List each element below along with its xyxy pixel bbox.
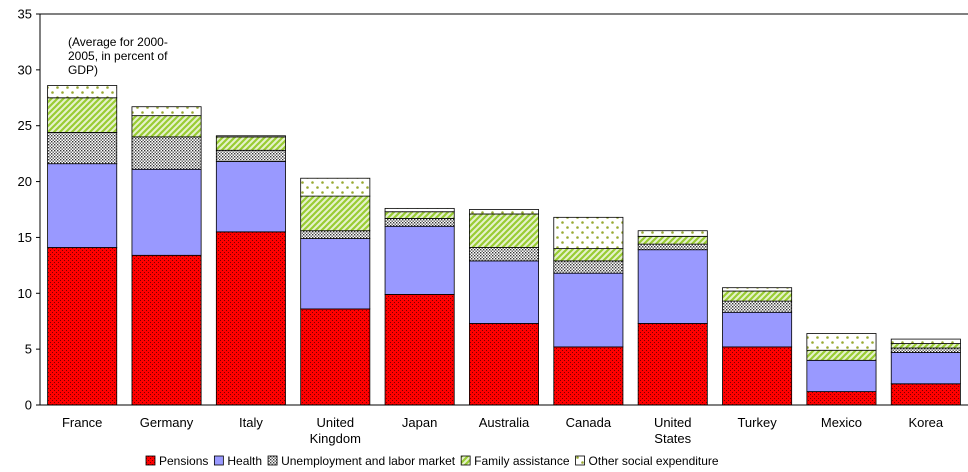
y-tick-label: 20 xyxy=(18,174,32,189)
legend: Pensions Health Unemployment and labor mar… xyxy=(145,454,719,468)
legend-label-family-assistance: Family assistance xyxy=(474,454,570,468)
bars-layer xyxy=(47,85,961,406)
y-tick-label: 35 xyxy=(18,7,32,22)
bar-segment-health xyxy=(806,359,877,392)
bar-segment-pensions xyxy=(215,231,286,406)
bar-segment-unemployment-and-labor-market xyxy=(300,230,371,239)
bar-segment-unemployment-and-labor-market xyxy=(637,243,708,251)
x-category-label: United Kingdom xyxy=(310,415,361,446)
bar-segment-family-assistance xyxy=(722,290,793,302)
chart-annotation: (Average for 2000-2005, in percent of GDP… xyxy=(68,35,168,77)
x-category-label: United States xyxy=(654,415,692,446)
bar-segment-pensions xyxy=(300,308,371,406)
bar-segment-other-social-expenditure xyxy=(806,333,877,351)
bar-segment-family-assistance xyxy=(890,343,961,349)
bar-segment-pensions xyxy=(469,323,539,406)
bar-segment-health xyxy=(131,168,202,256)
legend-label-other-social-expenditure: Other social expenditure xyxy=(589,454,719,468)
x-category-label: Italy xyxy=(239,415,263,430)
bar-segment-other-social-expenditure xyxy=(553,216,624,250)
bar-segment-unemployment-and-labor-market xyxy=(384,218,455,227)
legend-swatch-family-assistance xyxy=(460,455,471,466)
bar-segment-pensions xyxy=(637,323,708,406)
legend-label-pensions: Pensions xyxy=(159,454,208,468)
x-category-label: Korea xyxy=(908,415,943,430)
legend-label-unemployment-and-labor-market: Unemployment and labor market xyxy=(281,454,456,468)
bar-segment-other-social-expenditure xyxy=(215,135,286,138)
axes xyxy=(39,13,968,406)
x-category-label: Canada xyxy=(566,415,612,430)
legend-swatch-health xyxy=(213,455,224,466)
x-category-label: France xyxy=(62,415,102,430)
bar-segment-family-assistance xyxy=(131,115,202,138)
y-tick-label: 25 xyxy=(18,118,32,133)
x-category-label: Australia xyxy=(479,415,530,430)
y-ticks: 0 5 10 15 20 25 30 35 xyxy=(18,7,40,413)
bar-segment-other-social-expenditure xyxy=(384,207,455,213)
bar-segment-health xyxy=(47,163,118,248)
bar-segment-family-assistance xyxy=(637,235,708,245)
y-tick-label: 0 xyxy=(25,398,32,413)
bar-segment-family-assistance xyxy=(469,213,539,248)
legend-label-health: Health xyxy=(227,454,262,468)
bar-segment-family-assistance xyxy=(300,195,371,232)
x-category-label: Germany xyxy=(140,415,194,430)
bar-segment-pensions xyxy=(384,294,455,406)
bar-segment-family-assistance xyxy=(47,97,118,133)
bar-segment-family-assistance xyxy=(384,211,455,219)
y-tick-label: 30 xyxy=(18,62,32,77)
bar-segment-other-social-expenditure xyxy=(890,338,961,344)
bar-segment-other-social-expenditure xyxy=(47,85,118,99)
legend-swatch-pensions xyxy=(145,455,156,466)
bar-segment-health xyxy=(637,249,708,324)
y-tick-label: 15 xyxy=(18,230,32,245)
bar-segment-health xyxy=(300,238,371,310)
x-category-label: Turkey xyxy=(737,415,777,430)
x-category-label: Mexico xyxy=(821,415,862,430)
bar-segment-other-social-expenditure xyxy=(131,106,202,117)
legend-swatch-other-social-expenditure xyxy=(575,455,585,466)
x-category-label: Japan xyxy=(402,415,437,430)
bar-segment-other-social-expenditure xyxy=(469,209,539,215)
bar-segment-unemployment-and-labor-market xyxy=(47,132,118,165)
bar-segment-health xyxy=(722,311,793,348)
bar-segment-pensions xyxy=(553,346,624,406)
bar-segment-unemployment-and-labor-market xyxy=(131,136,202,170)
bar-segment-health xyxy=(890,352,961,385)
bar-segment-pensions xyxy=(722,346,793,406)
bar-segment-unemployment-and-labor-market xyxy=(215,149,286,162)
bar-segment-pensions xyxy=(47,247,118,406)
bar-segment-other-social-expenditure xyxy=(637,230,708,237)
legend-swatch-unemployment-and-labor-market xyxy=(267,455,278,466)
x-category-labels: France Germany Italy United Kingdom Japan Aust… xyxy=(62,415,944,446)
bar-segment-health xyxy=(384,225,455,295)
y-tick-label: 10 xyxy=(18,286,32,301)
bar-segment-unemployment-and-labor-market xyxy=(553,260,624,274)
bar-segment-unemployment-and-labor-market xyxy=(722,300,793,313)
bar-segment-other-social-expenditure xyxy=(722,287,793,292)
bar-segment-pensions xyxy=(890,383,961,406)
bar-segment-unemployment-and-labor-market xyxy=(469,247,539,262)
bar-segment-health xyxy=(469,260,539,324)
bar-segment-family-assistance xyxy=(806,349,877,361)
bar-segment-other-social-expenditure xyxy=(300,177,371,197)
bar-segment-pensions xyxy=(131,254,202,406)
bar-segment-unemployment-and-labor-market xyxy=(890,347,961,353)
bar-segment-family-assistance xyxy=(215,136,286,151)
bar-segment-pensions xyxy=(806,391,877,406)
bar-segment-health xyxy=(215,161,286,233)
bar-segment-health xyxy=(553,272,624,348)
y-tick-label: 5 xyxy=(25,342,32,357)
bar-segment-family-assistance xyxy=(553,248,624,262)
